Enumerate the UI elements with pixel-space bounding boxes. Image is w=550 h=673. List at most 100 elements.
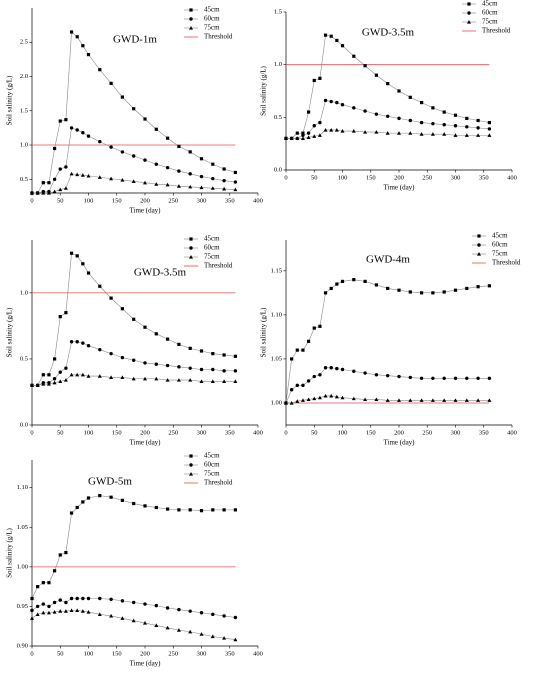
marker-circle — [109, 351, 113, 356]
marker-triangle — [35, 612, 40, 616]
series-line — [31, 495, 236, 599]
marker-triangle — [442, 132, 447, 136]
marker-square — [386, 286, 390, 291]
x-tick-label: 50 — [57, 429, 64, 436]
x-tick-label: 100 — [84, 197, 94, 204]
marker-triangle — [300, 136, 305, 140]
marker-triangle — [312, 396, 317, 401]
marker-triangle — [363, 397, 368, 402]
marker-triangle — [41, 610, 46, 615]
marker-circle — [52, 600, 57, 605]
marker-triangle — [176, 628, 181, 632]
marker-triangle — [46, 382, 51, 386]
marker-circle — [408, 118, 412, 123]
marker-square — [120, 95, 124, 99]
y-tick-label: 2.5 — [20, 39, 28, 46]
marker-square — [301, 131, 305, 135]
x-tick-label: 100 — [84, 650, 94, 657]
marker-square — [166, 507, 170, 511]
x-tick-label: 250 — [422, 174, 432, 181]
marker-square — [166, 337, 170, 341]
marker-circle — [86, 134, 91, 138]
series-line — [31, 610, 236, 640]
marker-circle — [335, 100, 339, 105]
marker-square — [487, 284, 491, 288]
y-axis-label: Soil salinity (g/L) — [6, 527, 14, 577]
marker-square — [154, 505, 158, 510]
x-tick-label: 150 — [366, 174, 376, 181]
marker-triangle — [323, 127, 328, 132]
x-axis-label: Time (day) — [383, 184, 415, 192]
marker-square — [58, 315, 62, 319]
marker-square — [53, 146, 57, 151]
marker-triangle — [334, 394, 339, 399]
marker-square — [222, 508, 226, 512]
marker-triangle — [397, 398, 401, 402]
x-tick-label: 250 — [422, 429, 432, 436]
marker-square — [189, 237, 193, 241]
marker-circle — [453, 376, 458, 381]
marker-triangle — [69, 372, 74, 377]
marker-square — [477, 234, 481, 238]
marker-square — [47, 581, 51, 585]
legend-label: 75cm — [492, 250, 508, 258]
marker-triangle — [419, 398, 424, 402]
marker-triangle — [41, 382, 46, 386]
marker-square — [233, 508, 237, 512]
x-tick-label: 400 — [253, 429, 263, 436]
marker-square — [352, 278, 356, 282]
marker-square — [323, 33, 328, 37]
legend-label: 60cm — [204, 15, 220, 23]
marker-triangle — [374, 130, 379, 134]
marker-square — [47, 373, 51, 377]
legend-label: 60cm — [492, 241, 508, 249]
marker-square — [397, 89, 401, 93]
marker-circle — [442, 123, 446, 127]
marker-square — [64, 311, 68, 315]
chart-title: GWD-5m — [88, 476, 132, 488]
x-tick-label: 200 — [394, 429, 404, 436]
y-tick-label: 1.05 — [271, 355, 282, 362]
marker-triangle — [408, 131, 413, 135]
marker-circle — [75, 596, 79, 601]
marker-square — [98, 494, 102, 498]
marker-triangle — [69, 171, 74, 176]
marker-square — [211, 162, 215, 166]
marker-circle — [352, 369, 356, 373]
x-tick-label: 350 — [225, 429, 235, 436]
marker-square — [420, 291, 424, 295]
legend-label: 45cm — [204, 6, 220, 14]
marker-circle — [442, 376, 446, 381]
marker-circle — [109, 145, 113, 149]
marker-square — [166, 136, 170, 140]
marker-square — [233, 354, 237, 358]
x-tick-label: 50 — [311, 429, 318, 436]
marker-triangle — [97, 612, 102, 616]
marker-triangle — [210, 379, 215, 383]
marker-square — [408, 95, 412, 99]
x-tick-label: 200 — [140, 429, 150, 436]
marker-square — [222, 167, 226, 171]
x-tick-label: 350 — [225, 650, 235, 657]
marker-triangle — [467, 20, 471, 24]
marker-triangle — [210, 634, 215, 639]
marker-circle — [465, 376, 469, 381]
y-tick-label: 2.0 — [20, 73, 28, 80]
x-tick-label: 350 — [225, 197, 235, 204]
legend-label: Threshold — [204, 262, 233, 270]
marker-circle — [188, 609, 192, 613]
marker-triangle — [86, 374, 91, 378]
marker-circle — [295, 383, 299, 388]
marker-square — [177, 144, 181, 149]
marker-triangle — [30, 191, 34, 195]
marker-square — [295, 131, 299, 135]
marker-triangle — [300, 398, 305, 402]
marker-square — [75, 254, 79, 258]
marker-circle — [188, 172, 192, 176]
marker-square — [363, 279, 367, 284]
marker-triangle — [80, 173, 85, 177]
marker-square — [58, 119, 62, 123]
series-line — [285, 367, 490, 404]
marker-circle — [476, 376, 480, 381]
legend-label: 75cm — [482, 18, 498, 26]
